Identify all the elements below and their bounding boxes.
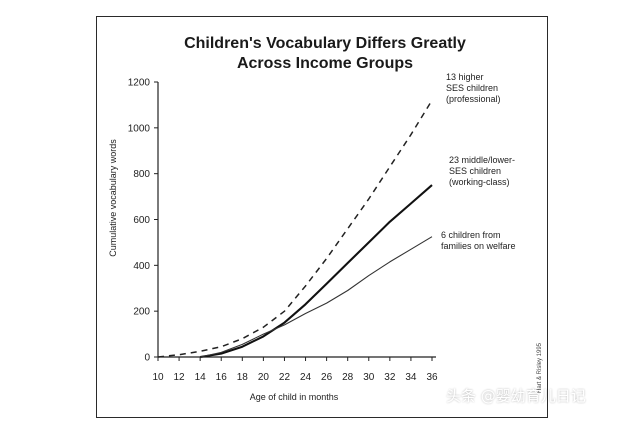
y-tick-label: 400 [133, 261, 150, 272]
x-tick-label: 24 [300, 372, 312, 383]
series-line-3 [200, 236, 433, 358]
x-tick-label: 28 [342, 372, 354, 383]
y-tick-label: 1000 [128, 123, 151, 134]
series-label-1-line-3: (professional) [446, 94, 501, 104]
chart-title-line-2: Across Income Groups [237, 55, 413, 72]
series-label-2-line-2: SES children [449, 166, 501, 176]
series-label-1-line-1: 13 higher [446, 72, 484, 82]
x-tick-label: 34 [405, 372, 417, 383]
y-axis-label: Cumulative vocabulary words [108, 139, 118, 257]
chart-axes [157, 82, 436, 358]
source-note: Hart & Risley 1995 [537, 342, 543, 393]
chart-series [157, 99, 433, 359]
x-tick-label: 20 [258, 372, 270, 383]
x-tick-label: 30 [363, 372, 375, 383]
series-label-2-line-3: (working-class) [449, 177, 510, 187]
series-label-2-line-1: 23 middle/lower- [449, 155, 515, 165]
x-tick-label: 32 [384, 372, 396, 383]
x-axis-label: Age of child in months [250, 392, 339, 402]
y-tick-label: 600 [133, 215, 150, 226]
x-tick-label: 18 [237, 372, 249, 383]
x-tick-label: 36 [426, 372, 438, 383]
x-tick-label: 14 [195, 372, 207, 383]
series-line-1 [157, 99, 433, 358]
series-label-3-line-2: families on welfare [441, 241, 516, 251]
y-tick-label: 0 [144, 353, 150, 364]
x-tick-label: 10 [152, 372, 164, 383]
series-label-1-line-2: SES children [446, 83, 498, 93]
series-line-2 [200, 184, 433, 359]
series-label-3-line-1: 6 children from [441, 230, 501, 240]
y-tick-label: 800 [133, 169, 150, 180]
y-tick-label: 1200 [128, 78, 151, 89]
x-tick-label: 22 [279, 372, 291, 383]
chart-title-line-1: Children's Vocabulary Differs Greatly [184, 35, 466, 52]
x-tick-label: 16 [216, 372, 228, 383]
watermark-text: 头条 @婴幼育儿日记 [446, 387, 586, 405]
chart-ticks: 0 200 400 600 800 1000 1200 10 12 14 16 18 20 22 24 26 2… [128, 78, 438, 384]
x-tick-label: 26 [321, 372, 333, 383]
y-tick-label: 200 [133, 307, 150, 318]
chart-frame [96, 16, 548, 418]
x-tick-label: 12 [174, 372, 186, 383]
